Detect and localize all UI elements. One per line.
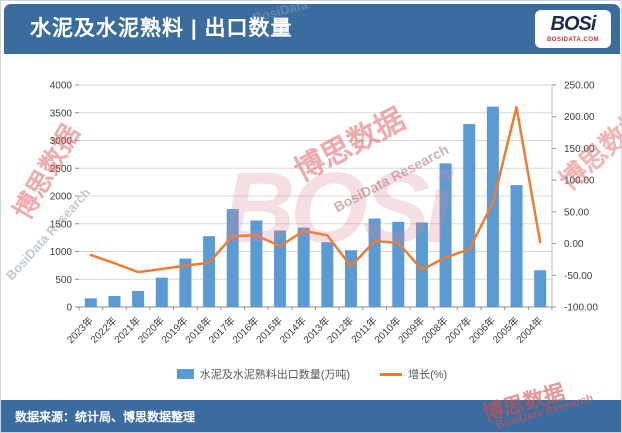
bar-2010年 <box>392 221 405 307</box>
chart-legend: 水泥及水泥熟料出口数量(万吨) 增长(%) <box>1 366 621 382</box>
growth-line <box>89 105 542 274</box>
logo-wordmark: BOSi <box>550 13 597 35</box>
line-series-swatch <box>380 372 403 376</box>
svg-text:3000: 3000 <box>50 136 73 147</box>
logo-domain: BOSIDATA.COM <box>546 37 600 43</box>
data-source-note: 数据来源：统计局、博思数据整理 <box>15 410 196 424</box>
bar-2014年 <box>297 227 310 307</box>
bar-2022年 <box>108 296 121 307</box>
chart-area: 4000 3500 3000 2500 2000 1500 1000 500 0 250.00 20… <box>1 56 621 400</box>
header-bar: 水泥及水泥熟料 | 出口数量 BOSi BOSIDATA.COM <box>4 4 620 54</box>
bar-2023年 <box>84 298 97 307</box>
svg-text:150.00: 150.00 <box>564 144 595 155</box>
svg-text:4000: 4000 <box>50 81 73 92</box>
svg-text:50.00: 50.00 <box>564 207 589 218</box>
svg-text:0: 0 <box>66 303 72 314</box>
bar-2005年 <box>510 185 523 307</box>
svg-text:-50.00: -50.00 <box>564 271 593 282</box>
bar-2020年 <box>155 277 168 307</box>
svg-text:3500: 3500 <box>50 108 73 119</box>
svg-text:200.00: 200.00 <box>564 112 595 123</box>
bar-2016年 <box>250 220 263 307</box>
bar-2007年 <box>463 123 476 307</box>
bar-2006年 <box>486 106 499 307</box>
bar-2008年 <box>439 163 452 307</box>
svg-text:2012年: 2012年 <box>324 314 356 346</box>
bar-2012年 <box>344 250 357 307</box>
svg-text:2000: 2000 <box>50 192 73 203</box>
svg-text:100.00: 100.00 <box>564 176 595 187</box>
svg-text:2004年: 2004年 <box>513 314 545 346</box>
bosidata-logo: BOSi BOSIDATA.COM <box>535 10 611 48</box>
legend-item-growth: 增长(%) <box>380 366 447 382</box>
bar-2019年 <box>179 258 192 307</box>
bar-2015年 <box>274 230 287 307</box>
svg-text:1500: 1500 <box>50 219 73 230</box>
bar-2013年 <box>321 242 334 307</box>
svg-text:2500: 2500 <box>50 164 73 175</box>
legend-item-export-volume: 水泥及水泥熟料出口数量(万吨) <box>176 366 351 382</box>
bar-line-chart: 4000 3500 3000 2500 2000 1500 1000 500 0 250.00 20… <box>50 81 599 346</box>
bar-2009年 <box>415 222 428 307</box>
page-title: 水泥及水泥熟料 | 出口数量 <box>30 17 293 40</box>
svg-text:0.00: 0.00 <box>564 239 584 250</box>
legend-label: 水泥及水泥熟料出口数量(万吨) <box>199 369 351 381</box>
svg-text:-100.00: -100.00 <box>564 303 598 314</box>
legend-label: 增长(%) <box>408 369 448 381</box>
svg-text:500: 500 <box>55 275 72 286</box>
bar-2017年 <box>226 209 239 307</box>
footer-bar: 数据来源：统计局、博思数据整理 <box>1 400 621 432</box>
svg-text:250.00: 250.00 <box>564 81 595 92</box>
svg-text:1000: 1000 <box>50 247 73 258</box>
bar-2011年 <box>368 218 381 307</box>
bar-2021年 <box>132 290 145 307</box>
bar-series-swatch <box>176 369 194 379</box>
bar-2018年 <box>203 236 216 307</box>
bar-2004年 <box>534 270 547 307</box>
